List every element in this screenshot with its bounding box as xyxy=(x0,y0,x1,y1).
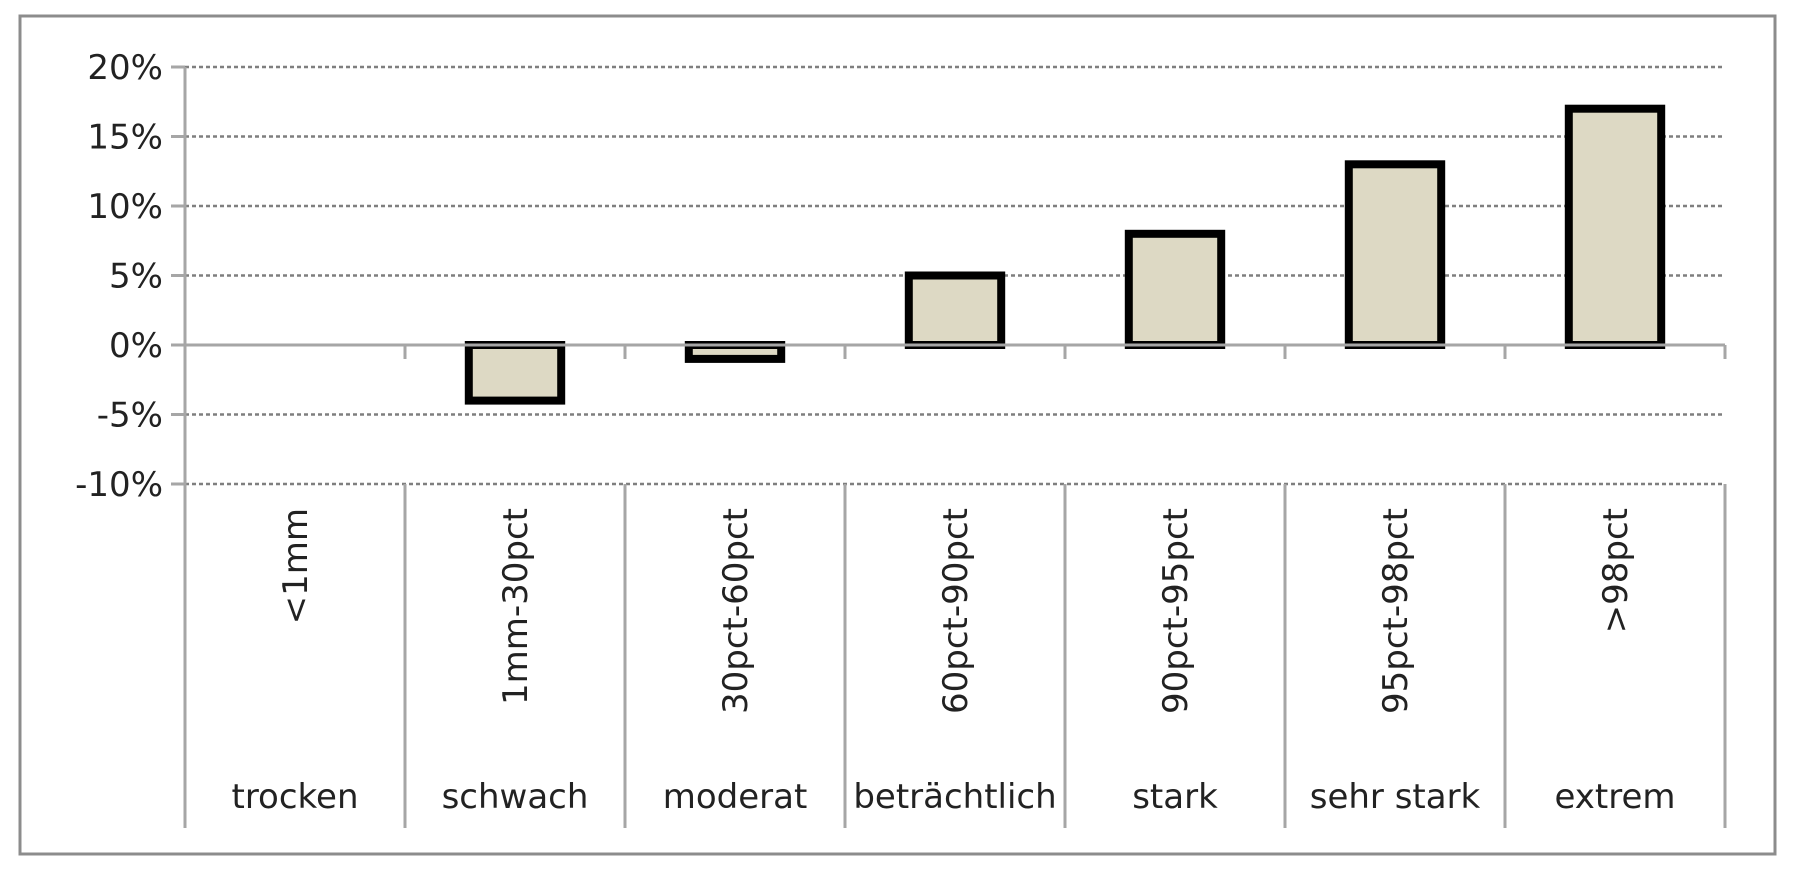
y-tick-label: -10% xyxy=(75,465,163,505)
bar xyxy=(1124,229,1226,349)
bar xyxy=(904,271,1006,349)
y-tick-label: 0% xyxy=(109,326,163,366)
group-label: extrem xyxy=(1554,777,1675,817)
bar xyxy=(464,341,566,405)
category-label: 95pct-98pct xyxy=(1376,508,1416,714)
bar xyxy=(1344,160,1446,349)
y-tick-label: -5% xyxy=(97,396,163,436)
category-label: 1mm-30pct xyxy=(496,508,536,705)
group-labels: trocken schwach moderat beträchtlich stark se… xyxy=(231,777,1675,817)
group-label: sehr stark xyxy=(1310,777,1481,817)
category-label: >98pct xyxy=(1596,508,1636,633)
y-tick-label: 20% xyxy=(87,48,163,88)
category-label: 90pct-95pct xyxy=(1156,508,1196,714)
y-tick-label: 5% xyxy=(109,257,163,297)
chart-border xyxy=(18,14,1777,856)
group-label: moderat xyxy=(663,777,808,817)
group-label: trocken xyxy=(231,777,358,817)
group-label: schwach xyxy=(442,777,589,817)
y-tick-label: 15% xyxy=(87,118,163,158)
bars xyxy=(464,104,1666,405)
bar xyxy=(684,341,786,363)
group-label: stark xyxy=(1132,777,1218,817)
y-tick-label: 10% xyxy=(87,187,163,227)
group-label: beträchtlich xyxy=(853,777,1056,817)
x-axis xyxy=(185,343,1727,828)
y-axis: 20% 15% 10% 5% 0% -5% -10% xyxy=(75,48,187,828)
category-label: <1mm xyxy=(276,508,316,624)
category-label: 30pct-60pct xyxy=(716,508,756,714)
category-labels: <1mm 1mm-30pct 30pct-60pct 60pct-90pct 90pct… xyxy=(276,508,1636,714)
bar xyxy=(1564,104,1666,349)
category-label: 60pct-90pct xyxy=(936,508,976,714)
